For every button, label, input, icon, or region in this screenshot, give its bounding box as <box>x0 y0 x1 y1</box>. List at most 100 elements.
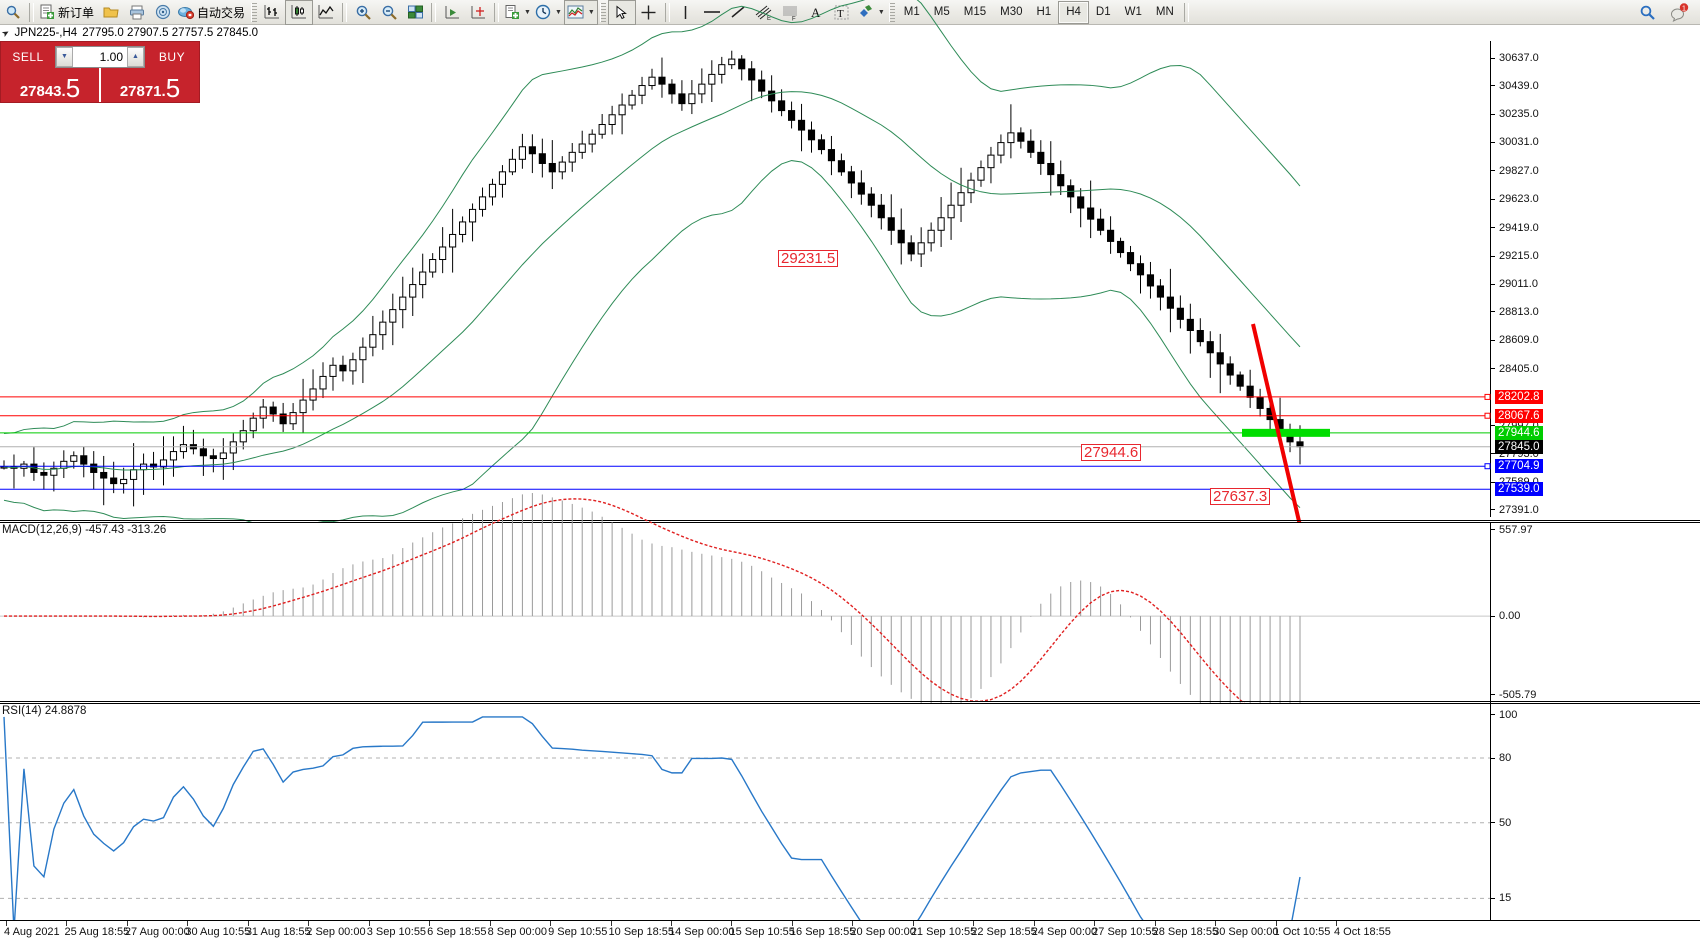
sell-button[interactable]: SELL <box>12 49 44 64</box>
auto-scroll-icon[interactable] <box>465 1 491 24</box>
macd-pane-top-border <box>0 520 1700 521</box>
cursor-icon[interactable] <box>607 0 636 25</box>
time-tick <box>1215 921 1217 926</box>
time-axis-label: 4 Aug 2021 <box>4 926 60 938</box>
price-badge-resistance[interactable]: 28067.6 <box>1495 408 1543 423</box>
annotation-label-27637[interactable]: 27637.3 <box>1210 488 1271 505</box>
print-icon[interactable] <box>124 1 150 24</box>
time-tick <box>791 921 793 926</box>
zoom-out-icon[interactable] <box>376 1 402 24</box>
text-label-icon[interactable]: T <box>829 1 855 24</box>
chevron-down-icon-3[interactable]: ▼ <box>587 8 595 16</box>
timeframe-m30[interactable]: M30 <box>1000 6 1023 18</box>
vertical-line-icon[interactable] <box>673 1 699 24</box>
price-tick: 30031.0 <box>1490 136 1539 148</box>
toolbar-separator-3 <box>431 2 437 22</box>
macd-axis: 557.97 0.00 -505.79 <box>1490 523 1700 703</box>
notification-badge-count: 1 <box>1682 3 1686 12</box>
rsi-tick: 100 <box>1490 709 1517 721</box>
search-icon[interactable] <box>1634 1 1660 24</box>
text-icon[interactable]: A <box>803 1 829 24</box>
price-badge-support[interactable]: 27704.9 <box>1495 459 1543 474</box>
rsi-plot <box>0 716 1490 932</box>
annotation-label-29231[interactable]: 29231.5 <box>778 250 839 267</box>
period-icon[interactable]: ▼ <box>533 1 564 24</box>
svg-text:E: E <box>767 16 771 21</box>
toolbar-grip-3[interactable] <box>888 2 895 22</box>
buy-price[interactable]: 27871 . 5 <box>101 68 199 102</box>
time-axis[interactable]: 4 Aug 2021 25 Aug 18:55 27 Aug 00:00 30 Aug… <box>0 921 1700 943</box>
time-tick <box>1275 921 1277 926</box>
line-chart-icon[interactable] <box>313 1 339 24</box>
time-axis-label: 22 Sep 18:55 <box>971 926 1037 938</box>
macd-pane-top-border-2 <box>0 522 1700 523</box>
macd-pane[interactable] <box>0 493 1490 734</box>
new-order-button[interactable]: 新订单 <box>37 1 98 24</box>
time-tick <box>368 921 370 926</box>
sell-price-frac: 5 <box>65 72 81 103</box>
time-tick <box>126 921 128 926</box>
timeframe-h1[interactable]: H1 <box>1036 6 1052 18</box>
buy-button[interactable]: BUY <box>158 49 186 64</box>
time-axis-label: 1 Oct 10:55 <box>1273 926 1331 938</box>
sell-price-dot: . <box>61 83 66 100</box>
annotation-label-27944[interactable]: 27944.6 <box>1081 444 1142 461</box>
search-symbol-icon[interactable] <box>0 1 26 24</box>
equidistant-channel-icon[interactable]: E <box>751 1 777 24</box>
time-tick <box>973 921 975 926</box>
toolbar-grip-2[interactable] <box>599 2 606 22</box>
macd-tick: 557.97 <box>1490 524 1533 536</box>
chart-shift-icon[interactable] <box>439 1 465 24</box>
sell-price[interactable]: 27843 . 5 <box>1 68 99 102</box>
timeframe-m1[interactable]: M1 <box>903 6 920 18</box>
auto-trading-button[interactable]: 自动交易 <box>176 1 249 24</box>
crosshair-icon[interactable] <box>636 1 662 24</box>
timeframe-m5[interactable]: M5 <box>933 6 950 18</box>
price-tick: 27391.0 <box>1490 504 1539 516</box>
one-click-trading-panel[interactable]: SELL ▼ 1.00 ▲ BUY 27843 . 5 27871 . 5 <box>0 41 200 103</box>
candlestick-chart-icon[interactable] <box>285 0 314 25</box>
timeframe-mn[interactable]: MN <box>1155 6 1174 18</box>
price-badge-resistance[interactable]: 28202.8 <box>1495 389 1543 404</box>
volume-stepper[interactable]: ▼ 1.00 ▲ <box>55 45 145 68</box>
price-badge-last-price[interactable]: 27845.0 <box>1495 439 1543 454</box>
open-folder-icon[interactable] <box>98 1 124 24</box>
price-badge-target[interactable]: 27944.6 <box>1495 425 1543 440</box>
price-pane[interactable] <box>0 0 1490 530</box>
timeframe-h4[interactable]: H4 <box>1058 0 1089 24</box>
tile-windows-icon[interactable] <box>402 1 428 24</box>
timeframe-m15[interactable]: M15 <box>963 6 987 18</box>
chevron-down-icon-4[interactable]: ▼ <box>877 8 885 16</box>
indicators-icon[interactable]: ▼ <box>563 0 598 25</box>
fibonacci-icon[interactable]: F <box>777 1 803 24</box>
horizontal-line-icon[interactable] <box>699 1 725 24</box>
toolbar-grip[interactable] <box>251 2 258 22</box>
timeframe-d1[interactable]: D1 <box>1095 6 1111 18</box>
chevron-down-icon-2[interactable]: ▼ <box>554 8 562 16</box>
time-axis-label: 27 Sep 10:55 <box>1092 926 1158 938</box>
time-axis-label: 31 Aug 18:55 <box>245 926 311 938</box>
price-tick: 30235.0 <box>1490 108 1539 120</box>
volume-increment-icon[interactable]: ▲ <box>127 46 144 67</box>
svg-text:F: F <box>792 16 796 21</box>
volume-decrement-icon[interactable]: ▼ <box>56 46 73 67</box>
templates-icon[interactable]: ▼ <box>502 1 533 24</box>
time-tick <box>550 921 552 926</box>
price-tick: 28813.0 <box>1490 306 1539 318</box>
trendline-icon[interactable] <box>725 1 751 24</box>
time-axis-label: 2 Sep 00:00 <box>306 926 366 938</box>
buy-price-dot: . <box>161 83 166 100</box>
shapes-icon[interactable]: ▼ <box>855 1 887 24</box>
zoom-in-icon[interactable] <box>350 1 376 24</box>
time-axis-label: 15 Sep 10:55 <box>729 926 795 938</box>
market-watch-icon[interactable] <box>150 1 176 24</box>
timeframe-w1[interactable]: W1 <box>1124 6 1142 18</box>
price-plot <box>0 0 1304 530</box>
price-badge-support[interactable]: 27539.0 <box>1495 482 1543 497</box>
chevron-down-icon[interactable]: ▼ <box>524 8 531 16</box>
volume-value[interactable]: 1.00 <box>99 49 123 64</box>
notifications-icon[interactable]: 1 <box>1666 1 1692 24</box>
time-tick <box>6 921 7 926</box>
rsi-pane[interactable] <box>0 704 1490 932</box>
bar-chart-icon[interactable] <box>259 1 285 24</box>
